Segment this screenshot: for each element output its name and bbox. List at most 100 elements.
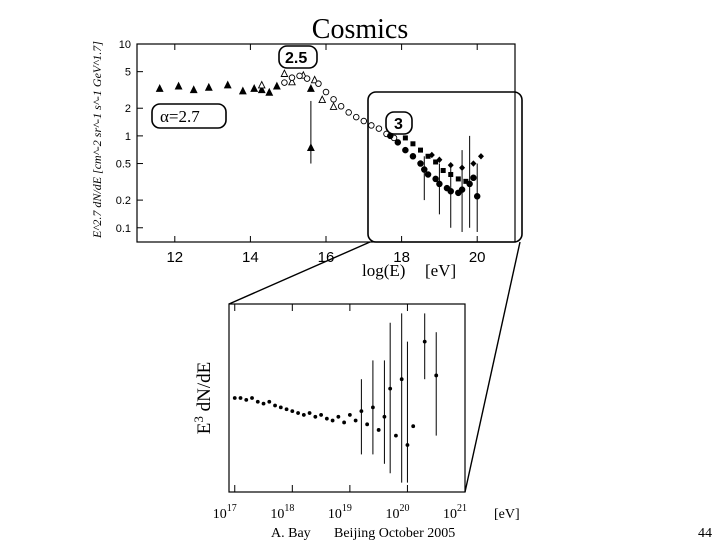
top-data-point xyxy=(257,80,266,89)
bottom-data-point xyxy=(301,413,306,417)
top-data-point xyxy=(318,95,327,103)
top-data-point xyxy=(288,77,296,86)
top-data-point xyxy=(402,146,409,154)
bottom-data-point xyxy=(353,418,358,423)
top-data-point xyxy=(265,87,274,96)
bottom-data-point xyxy=(342,420,347,425)
top-y-axis-label: E^2.7 dN/dE [cm^-2 sr^-1 s^-1 GeV^1.7] xyxy=(90,41,104,239)
top-x-tick-label: 18 xyxy=(393,249,410,266)
top-data-point xyxy=(433,159,439,165)
bottom-data-point xyxy=(261,401,266,406)
top-y-tick-label: 0.5 xyxy=(116,159,131,171)
top-data-point xyxy=(322,88,330,96)
top-y-tick-label: 2 xyxy=(125,103,131,115)
top-x-ticks: 12 14 16 18 20 xyxy=(166,44,486,266)
top-y-ticks: 0.1 0.2 0.5 1 2 5 10 xyxy=(116,39,143,235)
bottom-data-point xyxy=(273,403,277,408)
top-data-point xyxy=(447,161,454,169)
top-data-point xyxy=(455,176,461,182)
bottom-x-tick-label: 1017 xyxy=(213,503,237,522)
top-data-point xyxy=(223,80,232,89)
top-data-point xyxy=(409,153,417,160)
top-data-point xyxy=(440,168,446,174)
slope-3-annotation-label: 3 xyxy=(394,116,403,133)
bottom-data-point xyxy=(399,377,404,382)
top-data-points xyxy=(155,69,484,232)
bottom-data-point xyxy=(422,339,427,344)
bottom-data-point xyxy=(382,414,387,419)
top-data-point xyxy=(417,160,424,167)
bottom-data-point xyxy=(284,407,289,412)
bottom-data-point xyxy=(290,409,295,414)
top-data-point xyxy=(394,139,402,146)
bottom-x-tick-label: 1019 xyxy=(328,503,352,522)
bottom-data-point xyxy=(347,413,352,417)
top-data-point xyxy=(315,80,322,87)
bottom-data-point xyxy=(365,422,370,427)
bottom-x-tick-label: 1020 xyxy=(385,503,409,522)
top-y-tick-label: 5 xyxy=(125,67,131,79)
top-data-point xyxy=(470,160,477,167)
slide-title: Cosmics xyxy=(311,14,409,45)
top-data-point xyxy=(281,79,288,86)
zoom-region-box xyxy=(367,91,523,243)
top-data-point xyxy=(296,72,303,80)
bottom-data-point xyxy=(405,443,410,447)
top-data-point xyxy=(424,171,432,178)
top-data-point xyxy=(436,156,443,163)
bottom-x-axis-unit: [eV] xyxy=(494,507,520,522)
bottom-data-point xyxy=(232,396,237,400)
bottom-data-point xyxy=(394,433,398,438)
top-data-point xyxy=(337,103,345,110)
top-data-point xyxy=(306,84,315,92)
top-data-point xyxy=(238,86,247,95)
bottom-x-tick-label: 1018 xyxy=(270,503,294,522)
bottom-data-point xyxy=(278,405,283,410)
top-data-point xyxy=(463,178,469,184)
bottom-data-point xyxy=(244,397,249,402)
top-data-point xyxy=(257,85,266,94)
top-data-point xyxy=(352,113,360,121)
top-data-point xyxy=(418,147,423,153)
top-x-tick-label: 16 xyxy=(318,249,335,266)
bottom-data-point xyxy=(330,418,335,423)
top-data-point xyxy=(470,174,477,182)
top-data-point xyxy=(425,153,431,159)
bottom-data-point xyxy=(434,373,439,378)
bottom-data-point xyxy=(250,396,254,400)
top-data-point xyxy=(432,175,439,183)
top-data-point xyxy=(477,153,484,160)
top-x-axis-label: log(E) xyxy=(362,261,405,280)
zoom-connector-left xyxy=(228,241,371,305)
bottom-data-point xyxy=(371,405,375,410)
bottom-y-axis-label: E3 dN/dE xyxy=(191,362,215,434)
top-y-tick-label: 0.1 xyxy=(116,223,131,235)
top-x-tick-label: 12 xyxy=(166,249,183,266)
top-x-tick-label: 20 xyxy=(469,249,486,266)
alpha-annotation-box xyxy=(151,103,227,129)
top-data-point xyxy=(345,109,352,116)
bottom-x-tick-label: 1021 xyxy=(443,503,467,522)
footer-author: A. Bay xyxy=(271,526,311,541)
bottom-plot-frame xyxy=(228,303,466,493)
bottom-data-point xyxy=(388,386,393,391)
bottom-data-point xyxy=(238,396,243,400)
top-x-tick-label: 14 xyxy=(242,249,259,266)
top-data-point xyxy=(280,69,289,77)
bottom-data-point xyxy=(267,399,272,404)
top-plot-frame xyxy=(136,43,516,243)
top-y-tick-label: 1 xyxy=(125,131,131,143)
top-data-point xyxy=(375,125,383,132)
bottom-x-ticks: 1017 1018 1019 1020 1021 xyxy=(213,304,467,522)
top-x-axis-unit: [eV] xyxy=(425,261,456,280)
bottom-data-point xyxy=(376,428,381,432)
zoom-connector-right xyxy=(464,241,521,493)
top-data-point xyxy=(330,96,337,103)
footer-event: Beijing October 2005 xyxy=(334,526,456,541)
bottom-data-point xyxy=(307,411,312,415)
bottom-data-point xyxy=(336,414,341,419)
top-data-point xyxy=(368,122,375,129)
top-data-point xyxy=(310,75,319,84)
